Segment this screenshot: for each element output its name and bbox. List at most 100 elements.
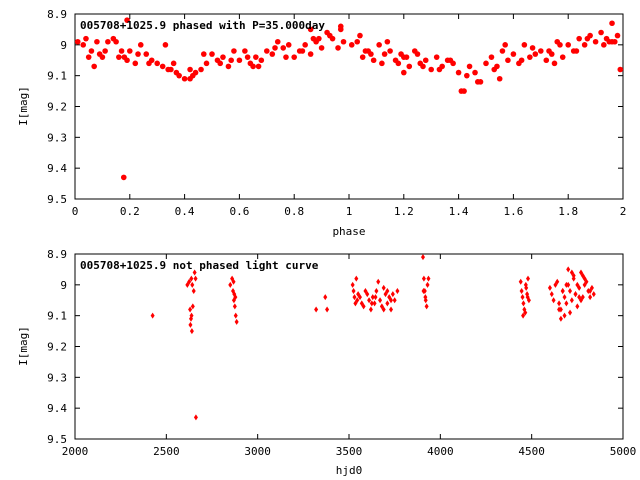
data-point: [543, 57, 550, 64]
data-point: [568, 288, 573, 294]
data-point: [193, 275, 198, 282]
data-point: [395, 288, 400, 294]
data-point: [525, 294, 530, 301]
x-tick-label: 4500: [518, 445, 545, 458]
data-point: [538, 48, 544, 54]
data-point: [132, 60, 139, 67]
data-point: [560, 288, 565, 294]
data-point: [192, 269, 197, 276]
data-point: [291, 54, 298, 60]
data-point: [150, 312, 155, 319]
data-point: [557, 300, 562, 307]
data-point: [455, 69, 462, 76]
data-point: [527, 54, 533, 60]
data-point: [74, 38, 81, 45]
x-axis-ticks: 0 0.2 0.4 0.6 0.8 1 1.2 1.4 1.6 1.8 2: [72, 14, 627, 218]
data-point: [116, 54, 122, 60]
data-point: [551, 60, 558, 67]
data-point: [378, 297, 383, 304]
chart-title: 005708+1025.9 not phased light curve: [80, 259, 319, 272]
y-tick-label: 9.3: [47, 131, 67, 144]
data-point: [385, 288, 390, 294]
data-point: [518, 278, 523, 285]
data-point: [491, 66, 498, 73]
plot-frame: [74, 253, 624, 440]
data-point: [200, 51, 207, 57]
data-point: [547, 284, 552, 291]
x-tick-label: 0: [72, 205, 79, 218]
data-point: [365, 291, 370, 298]
data-point: [280, 45, 287, 51]
data-point: [354, 38, 361, 45]
data-point: [474, 79, 481, 85]
data-point: [146, 60, 152, 67]
data-point: [85, 54, 92, 60]
data-point: [250, 63, 256, 70]
x-tick-label: 4000: [427, 445, 454, 458]
data-point: [203, 60, 210, 67]
x-tick-label: 1.4: [449, 205, 469, 218]
data-point: [170, 60, 177, 67]
data-point: [426, 275, 431, 282]
data-point: [187, 75, 193, 82]
x-tick-label: 1.8: [558, 205, 578, 218]
x-tick-label: 2: [620, 205, 627, 218]
data-point: [577, 294, 582, 301]
data-point: [302, 42, 308, 48]
data-point: [234, 318, 239, 325]
data-point: [337, 23, 344, 30]
data-point: [575, 303, 580, 310]
data-point: [562, 312, 567, 319]
data-points: [74, 17, 624, 181]
data-point: [564, 300, 569, 307]
data-point: [323, 294, 328, 301]
x-tick-label: 0.6: [229, 205, 249, 218]
data-point: [232, 291, 237, 298]
data-point: [558, 315, 563, 322]
y-tick-label: 8.9: [47, 8, 67, 21]
data-point: [505, 57, 511, 64]
y-axis-ticks: 8.9 9 9.1 9.2 9.3 9.4 9.5: [47, 248, 623, 446]
y-tick-label: 9: [60, 39, 67, 52]
data-point: [472, 69, 478, 76]
data-point: [529, 45, 536, 51]
data-point: [385, 300, 390, 307]
data-point: [559, 54, 566, 60]
data-point: [551, 297, 556, 304]
data-point: [370, 294, 375, 301]
x-tick-label: 5000: [610, 445, 637, 458]
data-point: [244, 54, 251, 60]
data-point: [118, 48, 125, 54]
y-tick-label: 9: [60, 279, 67, 292]
x-tick-label: 3000: [244, 445, 271, 458]
data-point: [94, 38, 100, 45]
data-point: [421, 288, 426, 294]
data-point: [307, 26, 314, 33]
data-point: [181, 75, 188, 82]
y-tick-label: 9.3: [47, 371, 67, 384]
data-point: [173, 69, 180, 76]
y-tick-label: 9.1: [47, 310, 67, 323]
data-point: [187, 278, 192, 285]
data-point: [401, 69, 407, 76]
data-point: [264, 48, 270, 54]
data-point: [228, 57, 234, 64]
x-tick-label: 0.4: [175, 205, 195, 218]
data-point: [423, 294, 428, 301]
unphased-light-curve-panel: 2000 2500 3000 3500 4000 4500 5000 8.9 9 9.1 9.2 9…: [17, 248, 636, 477]
data-point: [466, 63, 473, 70]
data-point: [381, 306, 386, 313]
y-tick-label: 9.2: [47, 101, 67, 114]
data-point: [389, 306, 394, 313]
data-point: [135, 51, 141, 57]
data-point: [242, 48, 248, 54]
phased-light-curve-panel: 0 0.2 0.4 0.6 0.8 1 1.2 1.4 1.6 1.8 2 8.9 9 9.1 9.2 9.…: [17, 8, 626, 238]
data-point: [519, 288, 524, 294]
data-point: [420, 254, 425, 261]
data-point: [190, 303, 195, 310]
y-tick-label: 9.1: [47, 70, 67, 83]
x-tick-label: 1.6: [503, 205, 523, 218]
data-point: [335, 45, 341, 51]
data-point: [576, 35, 582, 42]
data-point: [390, 291, 395, 298]
